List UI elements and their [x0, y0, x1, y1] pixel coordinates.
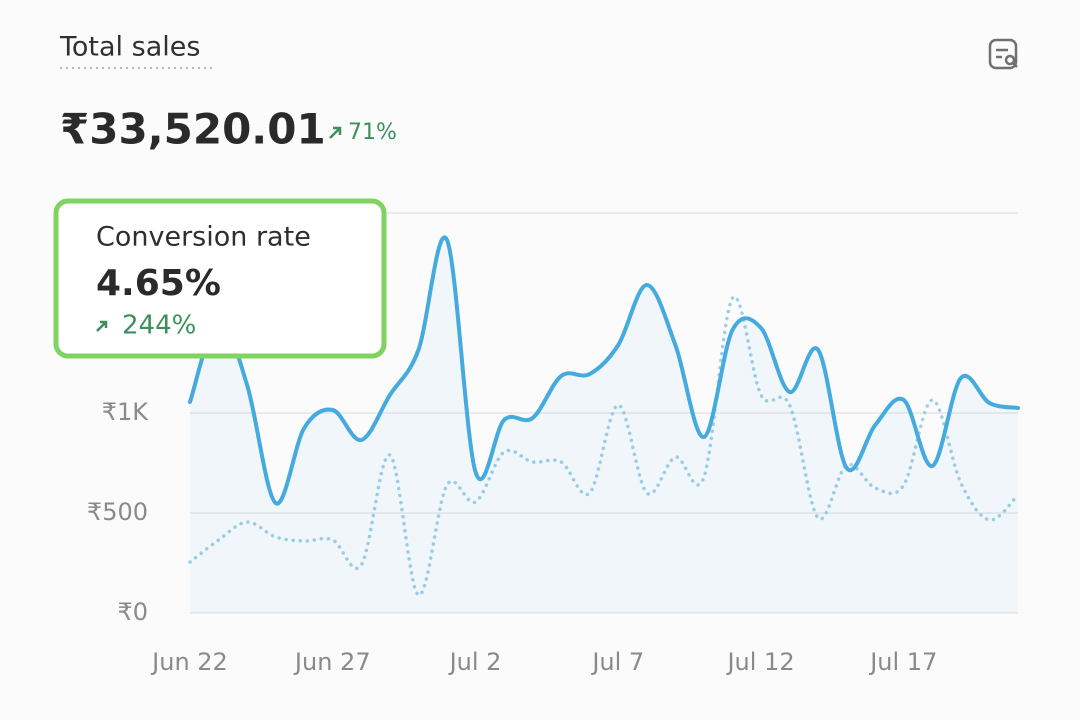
- y-tick-label: ₹0: [117, 598, 148, 626]
- x-tick-label: Jul 2: [448, 648, 502, 676]
- x-tick-label: Jun 22: [150, 648, 228, 676]
- up-arrow: [96, 320, 108, 332]
- amount: ₹33,520.01: [60, 105, 326, 154]
- y-tick-label: ₹500: [87, 498, 148, 526]
- card-frame: [53, 198, 387, 359]
- x-tick-label: Jul 17: [868, 648, 937, 676]
- card-value: 4.65%: [96, 263, 221, 304]
- chart: ₹0 ₹500 ₹1K Jun 22 Jun 27 Jul 2 Jul 7 Jul 12 Jul…: [87, 212, 1020, 676]
- amount-change: 71%: [348, 120, 397, 145]
- area: [190, 237, 1018, 614]
- title[interactable]: Total sales: [59, 32, 200, 63]
- x-tick-label: Jun 27: [293, 648, 371, 676]
- up-arrow: [329, 126, 342, 139]
- card-title: Conversion rate: [96, 222, 311, 253]
- x-tick-label: Jul 7: [590, 648, 644, 676]
- y-tick-label: ₹1K: [102, 398, 150, 426]
- x-tick-label: Jul 12: [725, 648, 794, 676]
- report-icon[interactable]: [988, 38, 1018, 70]
- line: [188, 235, 1020, 506]
- card-change: 244%: [122, 311, 196, 341]
- tooltip-card: Conversion rate 4.65% 244%: [53, 198, 387, 359]
